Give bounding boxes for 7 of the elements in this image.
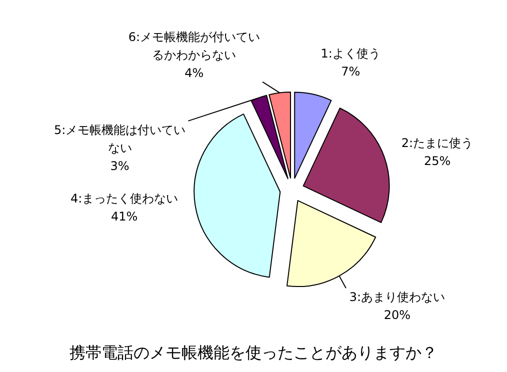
data-label: 3% [110,158,130,173]
text: 携帯電話のメモ帳機能を使ったことがありますか？ [70,343,438,362]
slice-label: 3:あまり使わない [349,290,446,304]
data-label: 20% [384,308,411,322]
data-label: 4% [184,66,204,80]
slice-label: 5:メモ帳機能は付いていない [54,122,186,155]
slice-label: 6:メモ帳機能が付いているかわからない [128,30,260,62]
